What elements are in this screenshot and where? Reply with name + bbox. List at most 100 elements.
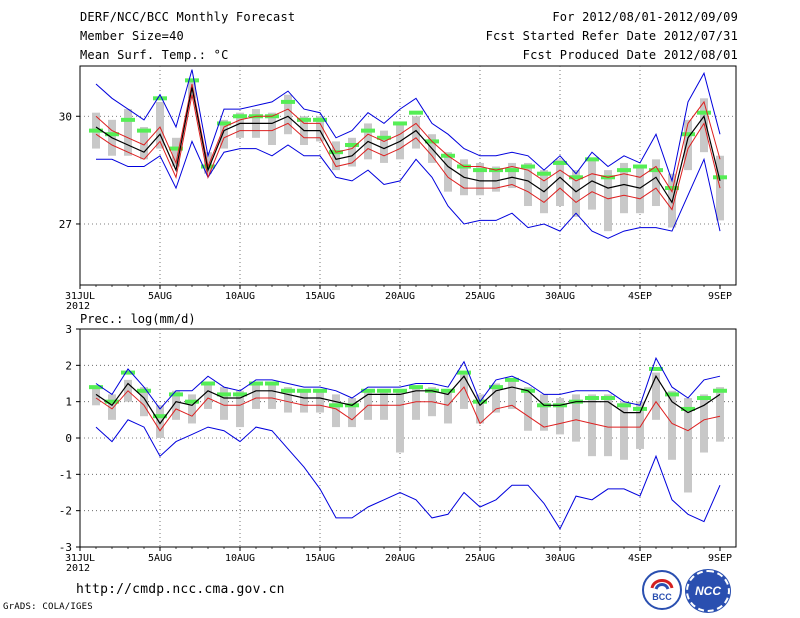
prec-ensemble-marker: [393, 388, 407, 393]
member-size-label: Member Size=40: [80, 29, 184, 43]
prec-ensemble-marker: [457, 370, 471, 375]
temp-ensemble-marker: [633, 164, 647, 169]
temp-ensemble-marker: [585, 157, 599, 162]
temp-spread-box: [380, 130, 388, 163]
produced-date: Fcst Produced Date 2012/08/01: [522, 48, 738, 62]
temp-xtick-sublabel: 2012: [66, 301, 90, 312]
temp-xtick-label: 10AUG: [225, 291, 255, 302]
temp-spread-box: [268, 112, 276, 145]
temp-spread-box: [172, 137, 180, 167]
temp-spread-box: [572, 170, 580, 217]
temp-spread-box: [636, 166, 644, 214]
prec-ytick-label: -2: [59, 505, 72, 518]
temp-spread-box: [508, 162, 516, 189]
prec-spread-box: [252, 383, 260, 409]
prec-spread-box: [268, 383, 276, 409]
precipitation-title: Prec.: log(mm/d): [80, 312, 196, 326]
prec-spread-box: [684, 398, 692, 493]
source-url[interactable]: http://cmdp.ncc.cma.gov.cn: [76, 582, 285, 597]
prec-ensemble-marker: [713, 388, 727, 393]
prec-ensemble-marker: [617, 403, 631, 408]
prec-spread-box: [172, 390, 180, 420]
grads-credit: GrADS: COLA/IGES: [3, 602, 93, 612]
prec-ensemble-marker: [153, 414, 167, 419]
temp-xtick-label: 25AUG: [465, 291, 495, 302]
prec-spread-box: [620, 401, 628, 460]
prec-xtick-label: 15AUG: [305, 553, 335, 564]
temp-ensemble-marker: [569, 175, 583, 180]
prec-spread-box: [652, 372, 660, 420]
temp-ensemble-marker: [121, 117, 135, 122]
temp-lower_red-line: [95, 94, 721, 211]
prec-ensemble-marker: [633, 406, 647, 411]
prec-spread-box: [524, 387, 532, 431]
prec-ytick-label: 0: [65, 432, 72, 445]
forecast-period: For 2012/08/01-2012/09/09: [552, 10, 738, 24]
temp-ensemble-marker: [297, 117, 311, 122]
temp-ensemble-marker: [409, 110, 423, 115]
temp-spread-box: [588, 159, 596, 210]
temp-min-line: [96, 140, 721, 239]
temp-ensemble-marker: [553, 160, 567, 165]
prec-ensemble-marker: [185, 399, 199, 404]
temp-spread-box: [604, 170, 612, 232]
prec-spread-box: [508, 379, 516, 409]
temp-ensemble-marker: [89, 128, 103, 133]
temp-xtick-label: 20AUG: [385, 291, 415, 302]
temp-xtick-label: 30AUG: [545, 291, 575, 302]
temp-ensemble-marker: [713, 175, 727, 180]
temp-spread-box: [444, 152, 452, 192]
temp-ensemble-marker: [393, 121, 407, 126]
prec-xtick-label: 30AUG: [545, 553, 575, 564]
prec-spread-box: [140, 387, 148, 417]
prec-spread-box: [700, 394, 708, 453]
prec-spread-box: [460, 372, 468, 409]
temp-ensemble-marker: [137, 128, 151, 133]
prec-spread-box: [716, 387, 724, 442]
temp-ensemble-marker: [665, 186, 679, 191]
temp-ytick-label: 30: [59, 110, 72, 123]
temp-ensemble-marker: [281, 99, 295, 104]
prec-ensemble-marker: [169, 392, 183, 397]
temp-max-line: [95, 69, 721, 183]
prec-ensemble-marker: [377, 388, 391, 393]
temp-spread-box: [140, 127, 148, 160]
prec-spread-box: [92, 387, 100, 406]
prec-spread-box: [188, 394, 196, 424]
prec-ensemble-marker: [681, 406, 695, 411]
temp-spread-box: [652, 159, 660, 207]
temp-ensemble-marker: [105, 132, 119, 137]
prec-ensemble-marker: [489, 385, 503, 390]
temp-xtick-label: 4SEP: [628, 291, 652, 302]
prec-min-line: [95, 419, 721, 530]
prec-ensemble-marker: [585, 396, 599, 401]
prec-xtick-label: 4SEP: [628, 553, 652, 564]
prec-spread-box: [572, 394, 580, 442]
temp-spread-box: [524, 162, 532, 207]
prec-ytick-label: -1: [59, 468, 72, 481]
temp-ensemble-marker: [185, 78, 199, 83]
prec-ensemble-marker: [361, 388, 375, 393]
temp-spread-box: [620, 162, 628, 214]
prec-spread-box: [396, 390, 404, 453]
prec-xtick-label: 5AUG: [148, 553, 172, 564]
prec-spread-box: [444, 390, 452, 424]
temp-ensemble-marker: [697, 110, 711, 115]
prec-mean-line: [95, 374, 721, 425]
prec-ensemble-marker: [601, 396, 615, 401]
temp-spread-box: [556, 159, 564, 207]
started-refer-date: Fcst Started Refer Date 2012/07/31: [485, 29, 738, 43]
temp-ensemble-marker: [153, 96, 167, 101]
prec-spread-box: [556, 398, 564, 435]
prec-spread-box: [348, 398, 356, 428]
temp-ensemble-marker: [361, 128, 375, 133]
temp-xtick-label: 31JUL: [65, 291, 95, 302]
temp-spread-box: [124, 109, 132, 156]
temp-spread-box: [412, 116, 420, 149]
prec-ensemble-marker: [137, 388, 151, 393]
prec-ensemble-marker: [697, 396, 711, 401]
temp-mean-line: [95, 87, 721, 204]
temp-spread-box: [316, 116, 324, 142]
prec-xtick-label: 10AUG: [225, 553, 255, 564]
